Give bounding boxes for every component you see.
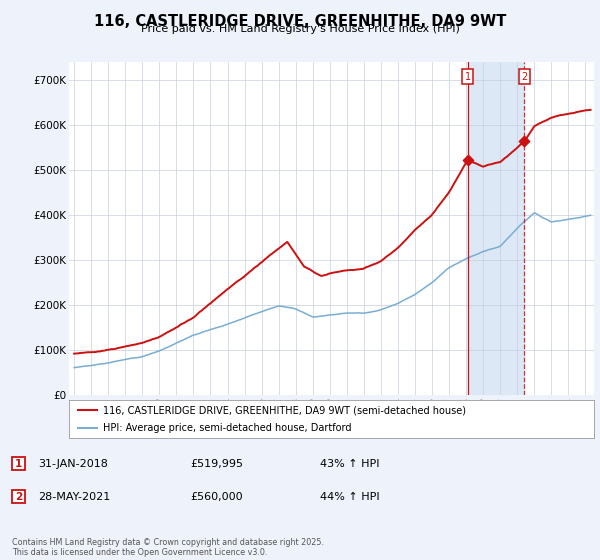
Text: 2: 2 xyxy=(15,492,22,502)
Point xyxy=(520,137,529,146)
Text: 31-JAN-2018: 31-JAN-2018 xyxy=(38,459,108,469)
Text: £519,995: £519,995 xyxy=(190,459,243,469)
Text: HPI: Average price, semi-detached house, Dartford: HPI: Average price, semi-detached house,… xyxy=(103,423,352,433)
Text: 116, CASTLERIDGE DRIVE, GREENHITHE, DA9 9WT (semi-detached house): 116, CASTLERIDGE DRIVE, GREENHITHE, DA9 … xyxy=(103,405,466,415)
Point xyxy=(463,156,472,165)
Text: Price paid vs. HM Land Registry's House Price Index (HPI): Price paid vs. HM Land Registry's House … xyxy=(140,24,460,34)
Bar xyxy=(12,457,25,470)
Text: 1: 1 xyxy=(464,72,470,82)
Text: Contains HM Land Registry data © Crown copyright and database right 2025.
This d: Contains HM Land Registry data © Crown c… xyxy=(12,538,324,557)
Text: £560,000: £560,000 xyxy=(190,492,242,502)
Bar xyxy=(12,491,25,503)
Text: 44% ↑ HPI: 44% ↑ HPI xyxy=(320,492,380,502)
Bar xyxy=(467,62,524,395)
Text: 2: 2 xyxy=(521,72,527,82)
Text: 43% ↑ HPI: 43% ↑ HPI xyxy=(320,459,380,469)
Text: 1: 1 xyxy=(15,459,22,469)
Text: 116, CASTLERIDGE DRIVE, GREENHITHE, DA9 9WT: 116, CASTLERIDGE DRIVE, GREENHITHE, DA9 … xyxy=(94,14,506,29)
Text: 28-MAY-2021: 28-MAY-2021 xyxy=(38,492,110,502)
